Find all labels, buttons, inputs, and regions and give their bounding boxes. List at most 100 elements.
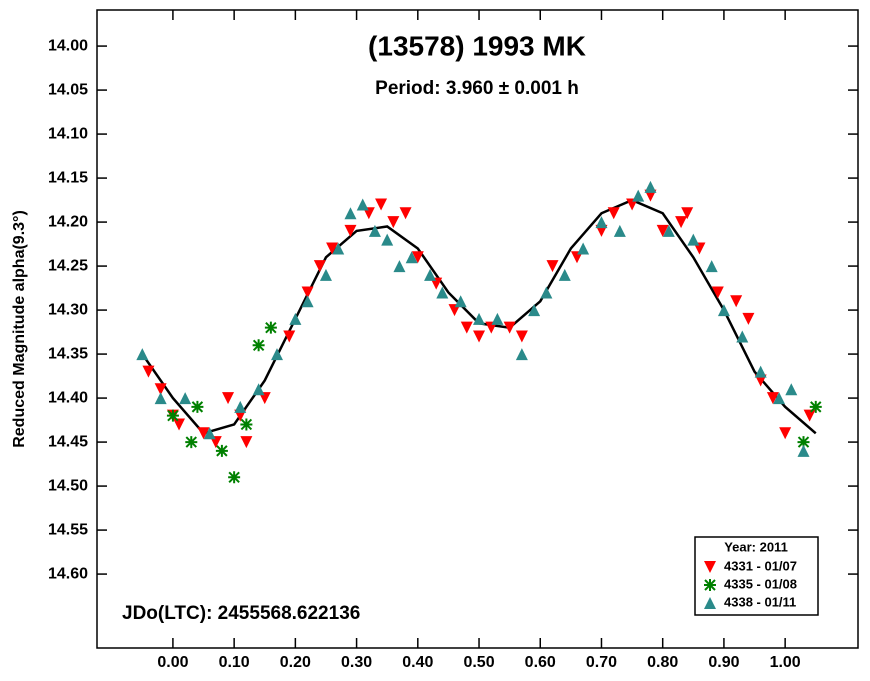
point	[460, 321, 473, 334]
point	[515, 348, 528, 361]
point	[454, 295, 467, 308]
point	[179, 392, 192, 405]
legend-label: 4331 - 01/07	[724, 558, 797, 573]
point	[779, 427, 792, 440]
point	[344, 224, 357, 237]
point	[681, 207, 694, 220]
point	[405, 251, 418, 264]
point	[803, 409, 816, 422]
legend: Year: 2011 4331 - 01/07 4335 - 01/08 4338 …	[694, 536, 819, 616]
point	[785, 383, 798, 396]
point	[240, 436, 253, 449]
point	[136, 348, 149, 361]
legend-marker	[704, 579, 716, 591]
point	[503, 321, 516, 334]
y-tick-label: 14.10	[48, 125, 88, 142]
y-tick-label: 14.45	[48, 433, 88, 450]
y-tick-label: 14.05	[48, 81, 88, 98]
point	[717, 304, 730, 317]
point	[515, 330, 528, 343]
point	[687, 233, 700, 246]
point	[283, 330, 296, 343]
point	[644, 180, 657, 193]
chart-title: (13578) 1993 MK	[368, 30, 586, 61]
point	[595, 216, 608, 229]
point	[326, 242, 339, 255]
point	[540, 286, 553, 299]
point	[264, 321, 277, 334]
point	[252, 339, 265, 352]
point	[730, 295, 743, 308]
point	[491, 312, 504, 325]
x-tick-label: 0.00	[157, 654, 188, 671]
point	[222, 392, 235, 405]
x-tick-label: 0.90	[708, 654, 739, 671]
legend-marker	[704, 597, 716, 609]
chart-subtitle: Period: 3.960 ± 0.001 h	[375, 78, 579, 99]
point	[577, 242, 590, 255]
point	[613, 224, 626, 237]
point	[528, 304, 541, 317]
y-tick-label: 14.20	[48, 213, 88, 230]
point	[656, 224, 669, 237]
point	[154, 383, 167, 396]
point	[393, 260, 406, 273]
point	[319, 268, 332, 281]
point	[546, 260, 559, 273]
point	[411, 251, 424, 264]
point	[754, 365, 767, 378]
x-tick-label: 0.30	[341, 654, 372, 671]
x-tick-label: 0.70	[586, 654, 617, 671]
point	[387, 216, 400, 229]
point	[142, 365, 155, 378]
point	[773, 392, 786, 405]
point	[215, 444, 228, 457]
point	[742, 312, 755, 325]
point	[166, 409, 179, 422]
y-tick-label: 14.30	[48, 301, 88, 318]
point	[301, 286, 314, 299]
point	[558, 268, 571, 281]
x-tick-label: 0.20	[280, 654, 311, 671]
point	[607, 207, 620, 220]
x-tick-label: 0.10	[219, 654, 250, 671]
point	[270, 348, 283, 361]
point	[240, 418, 253, 431]
point	[662, 224, 675, 237]
point	[356, 198, 369, 211]
point	[736, 330, 749, 343]
y-tick-label: 14.25	[48, 257, 88, 274]
point	[173, 418, 186, 431]
point	[473, 312, 486, 325]
point	[711, 286, 724, 299]
x-tick-label: 0.80	[647, 654, 678, 671]
y-tick-label: 14.60	[48, 565, 88, 582]
point	[375, 198, 388, 211]
point	[424, 268, 437, 281]
point	[252, 383, 265, 396]
point	[368, 224, 381, 237]
point	[191, 400, 204, 413]
point	[301, 295, 314, 308]
legend-label: 4338 - 01/11	[724, 594, 796, 609]
point	[381, 233, 394, 246]
y-tick-label: 14.00	[48, 37, 88, 54]
point	[289, 312, 302, 325]
y-tick-label: 14.50	[48, 477, 88, 494]
point	[632, 189, 645, 202]
point	[185, 436, 198, 449]
annotation: JDo(LTC): 2455568.622136	[122, 603, 360, 624]
y-tick-label: 14.35	[48, 345, 88, 362]
point	[313, 260, 326, 273]
point	[797, 436, 810, 449]
point	[809, 400, 822, 413]
x-tick-label: 1.00	[770, 654, 801, 671]
point	[473, 330, 486, 343]
point	[203, 427, 216, 440]
point	[705, 260, 718, 273]
y-tick-label: 14.40	[48, 389, 88, 406]
point	[234, 400, 247, 413]
point	[797, 444, 810, 457]
y-tick-label: 14.15	[48, 169, 88, 186]
